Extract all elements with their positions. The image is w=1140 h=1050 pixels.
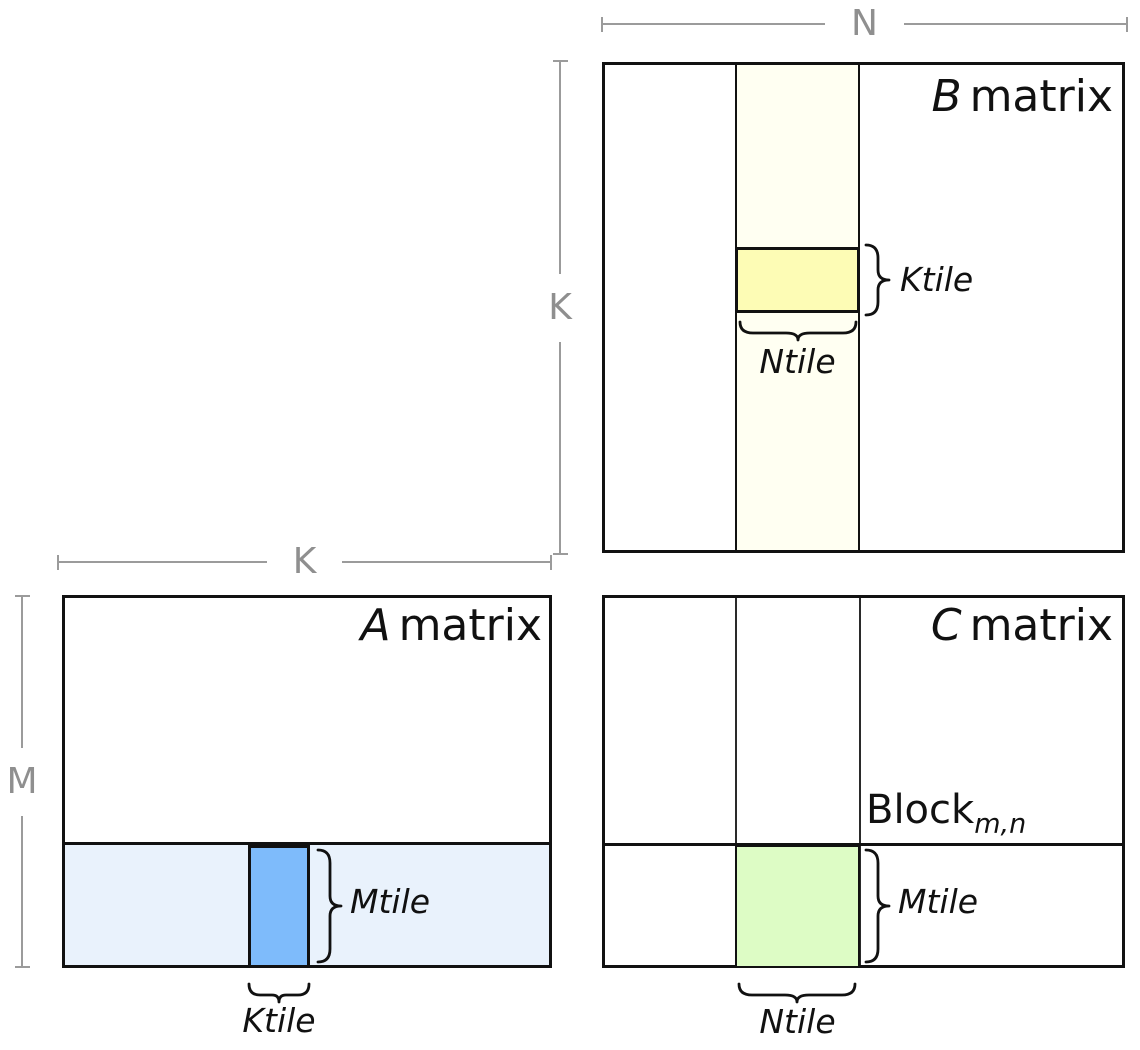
dimension-segment [903,23,1126,25]
c-matrix-column-divider-left [735,595,737,968]
c-matrix-block-tile [735,845,860,968]
dimension-label-k: K [548,286,572,328]
ntile-brace-bottom [738,320,858,342]
dimension-segment [342,561,551,563]
dimension-segment [59,561,267,563]
c-matrix-title-letter: C [930,600,962,651]
ktile-brace-right [864,243,891,317]
ktile-brace-bottom [247,982,311,1004]
a-matrix-mtile-block [248,845,310,968]
dimension-segment [21,815,23,966]
a-matrix-title-word: matrix [398,600,542,651]
dimension-line-m: M [2,595,42,968]
b-matrix-ktile-block [735,247,860,313]
dimension-label-k: K [292,541,317,582]
dimension-segment [603,23,826,25]
dimension-line-k-above-a: K [57,541,553,582]
c-matrix-box [602,595,1125,968]
ntile-brace-bottom [737,982,857,1004]
c-matrix-row-divider [602,843,1125,846]
dimension-line-k-beside-b: K [540,60,580,555]
dimension-segment [21,597,23,748]
b-matrix-ktile-label: Ktile [900,260,974,299]
mtile-brace-right [864,848,891,964]
block-label-text: Block [866,787,975,833]
dimension-tick [550,554,553,570]
c-matrix-ntile-label: Ntile [759,1002,836,1041]
b-matrix-title-word: matrix [969,71,1113,122]
dimension-label-m: M [6,760,38,802]
dimension-tick [552,60,568,62]
dimension-tick [552,553,568,555]
b-matrix-box [602,62,1125,553]
c-matrix-column-divider-right [859,595,861,968]
a-matrix-mtile-label: Mtile [350,882,431,921]
dimension-line-n: N [601,4,1128,44]
a-matrix-title-letter: A [360,600,391,651]
dimension-tick [14,966,30,968]
block-label-subscript: m,n [974,808,1027,840]
c-matrix-mtile-label: Mtile [898,882,979,921]
dimension-tick [57,554,59,570]
dimension-tick [601,16,603,32]
dimension-label-n: N [851,3,878,44]
b-matrix-title-letter: B [931,71,962,122]
b-matrix-ntile-label: Ntile [759,342,836,381]
dimension-tick [1126,16,1128,32]
dimension-segment [559,341,561,553]
dimension-tick [14,595,30,597]
mtile-brace-right [316,848,343,964]
c-matrix-block-label: Blockm,n [866,788,1026,839]
c-matrix-title-word: matrix [969,600,1113,651]
a-matrix-ktile-label: Ktile [242,1001,316,1040]
dimension-segment [559,62,561,274]
